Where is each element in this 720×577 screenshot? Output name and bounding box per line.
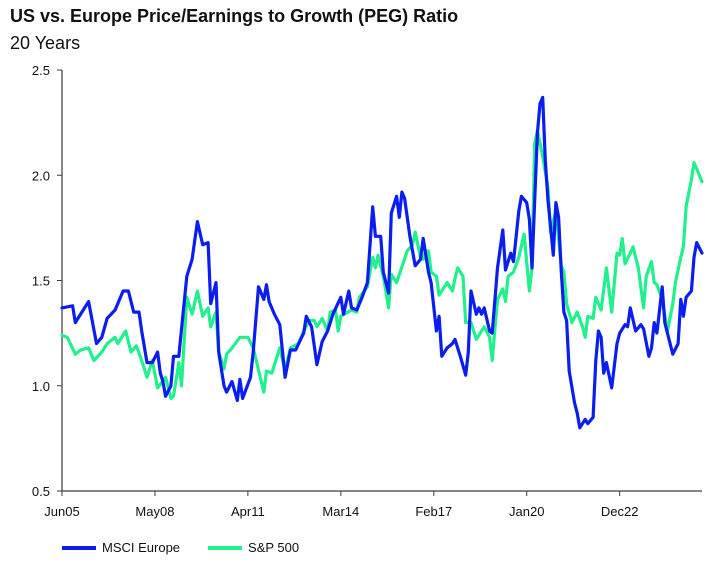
- legend-item-msci-europe: MSCI Europe: [62, 540, 180, 555]
- legend-label: MSCI Europe: [102, 540, 181, 555]
- x-tick-label: May08: [135, 504, 174, 519]
- series-lines: [60, 95, 704, 430]
- y-tick-label: 0.5: [32, 484, 50, 499]
- y-tick-label: 1.0: [32, 379, 50, 394]
- y-tick-label: 2.5: [32, 63, 50, 78]
- legend: MSCI Europe S&P 500: [62, 540, 299, 555]
- axes: [57, 69, 702, 496]
- x-tick-label: Dec22: [601, 504, 639, 519]
- x-tick-label: Jan20: [509, 504, 544, 519]
- x-tick-label: Feb17: [415, 504, 452, 519]
- x-tick-label: Mar14: [322, 504, 359, 519]
- legend-label: S&P 500: [248, 540, 300, 555]
- legend-item-sp500: S&P 500: [208, 540, 299, 555]
- x-tick-label: Apr11: [231, 504, 265, 519]
- tick-labels: 0.5 1.0 1.5 2.0 2.5 Jun05 May08 Apr11 Mar14 Feb17…: [32, 63, 639, 519]
- series-line-s-p-500: [60, 129, 704, 400]
- chart-title: US vs. Europe Price/Earnings to Growth (…: [10, 6, 459, 26]
- y-tick-label: 2.0: [32, 168, 50, 183]
- x-tick-label: Jun05: [44, 504, 79, 519]
- legend-swatch-sp500: [208, 545, 243, 550]
- chart-subtitle: 20 Years: [10, 33, 81, 53]
- legend-swatch-msci-europe: [62, 545, 96, 550]
- y-tick-label: 1.5: [32, 274, 50, 289]
- series-line-msci-europe: [60, 95, 704, 430]
